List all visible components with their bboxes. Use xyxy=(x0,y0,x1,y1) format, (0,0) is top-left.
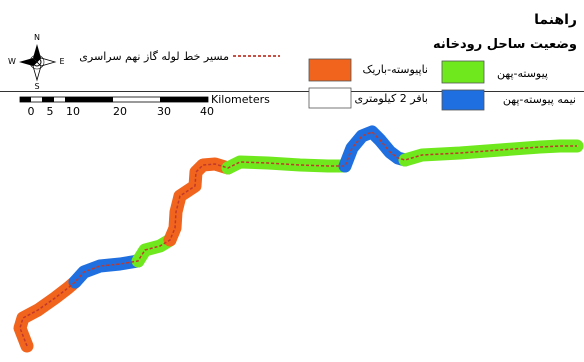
label-buffer: بافر 2 کیلومتری xyxy=(354,92,428,105)
pipeline-route xyxy=(19,131,577,347)
legend-title: راهنما xyxy=(534,12,577,28)
scale-unit: Kilometers xyxy=(211,93,270,106)
swatch-buffer xyxy=(308,87,352,109)
swatch-semi-continuous-wide xyxy=(441,89,485,111)
scale-tick-40: 40 xyxy=(200,105,214,118)
legend-panel xyxy=(0,0,584,92)
scale-bar xyxy=(19,96,209,103)
river-segment-continuous-wide-3 xyxy=(398,139,584,167)
label-semi-continuous-wide: نیمه پیوسته-پهن xyxy=(503,93,576,106)
compass-n: N xyxy=(34,33,40,42)
swatch-continuous-wide xyxy=(441,60,485,84)
compass-w: W xyxy=(8,57,16,66)
north-arrow-icon xyxy=(19,44,57,82)
swatch-discontinuous-narrow xyxy=(308,58,352,82)
compass-s: S xyxy=(34,82,39,91)
scale-tick-10: 10 xyxy=(66,105,80,118)
scale-tick-5: 5 xyxy=(47,105,54,118)
river-segment-discontinuous-narrow-1 xyxy=(13,275,82,353)
label-continuous-wide: پیوسته-پهن xyxy=(497,67,548,80)
scale-tick-0: 0 xyxy=(28,105,35,118)
compass-e: E xyxy=(59,57,64,66)
legend-subtitle: وضعیت ساحل رودخانه xyxy=(433,37,577,52)
label-pipeline: مسیر خط لوله گاز نهم سراسری xyxy=(79,50,229,63)
scale-tick-30: 30 xyxy=(157,105,171,118)
scale-tick-20: 20 xyxy=(113,105,127,118)
label-discontinuous-narrow: ناپیوسته-باریک xyxy=(362,63,428,76)
river-segment-semi-continuous-wide-2 xyxy=(338,125,412,173)
river-segment-continuous-wide-2 xyxy=(221,155,352,175)
